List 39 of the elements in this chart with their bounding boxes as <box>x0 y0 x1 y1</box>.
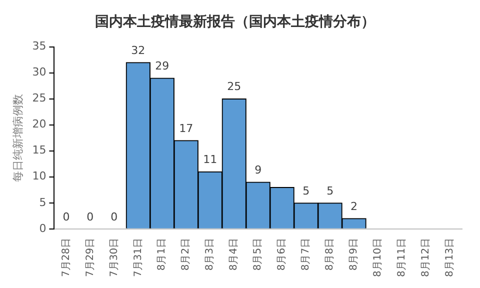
x-tick-label: 7月31日 <box>132 238 144 278</box>
x-tick-label: 8月8日 <box>324 238 336 271</box>
data-label: 0 <box>110 210 118 224</box>
data-label: 9 <box>254 163 262 176</box>
data-label: 0 <box>86 210 94 224</box>
data-label: 2 <box>350 200 358 213</box>
chart-title: 国内本土疫情最新报告（国内本土疫情分布） <box>95 13 375 30</box>
y-tick-label: 35 <box>32 40 46 53</box>
data-label: 17 <box>179 122 194 135</box>
y-tick-label: 15 <box>32 144 46 157</box>
x-tick-label: 7月28日 <box>60 238 72 278</box>
x-tick-label: 8月4日 <box>228 238 240 271</box>
x-tick-label: 8月5日 <box>252 238 264 271</box>
data-label: 25 <box>227 80 242 94</box>
y-tick-label: 0 <box>39 222 46 235</box>
x-tick-label: 8月2日 <box>180 238 192 271</box>
y-axis-title: 每日纯新增病例数 <box>11 94 24 182</box>
x-tick-label: 8月11日 <box>396 238 408 278</box>
y-tick-label: 5 <box>39 196 46 209</box>
x-tick-label: 8月10日 <box>372 238 384 278</box>
x-tick-label: 7月30日 <box>108 238 120 278</box>
x-tick-label: 8月1日 <box>156 238 168 271</box>
y-tick-label: 30 <box>32 66 46 79</box>
data-label: 11 <box>203 153 218 166</box>
x-tick-label: 8月6日 <box>276 238 288 271</box>
x-tick-label: 8月3日 <box>204 238 216 271</box>
data-label: 32 <box>131 44 146 57</box>
x-tick-label: 8月13日 <box>444 238 456 278</box>
y-tick-label: 20 <box>32 118 46 131</box>
data-label: 5 <box>326 184 334 198</box>
x-tick-label: 8月12日 <box>420 238 432 278</box>
x-tick-label: 8月9日 <box>348 238 360 271</box>
y-tick-label: 25 <box>32 92 46 105</box>
data-label: 0 <box>62 210 70 224</box>
y-tick-label: 10 <box>32 170 46 183</box>
data-label: 5 <box>302 184 310 198</box>
x-tick-label: 7月29日 <box>84 238 96 278</box>
x-tick-label: 8月7日 <box>300 238 312 271</box>
data-label: 29 <box>155 59 170 72</box>
